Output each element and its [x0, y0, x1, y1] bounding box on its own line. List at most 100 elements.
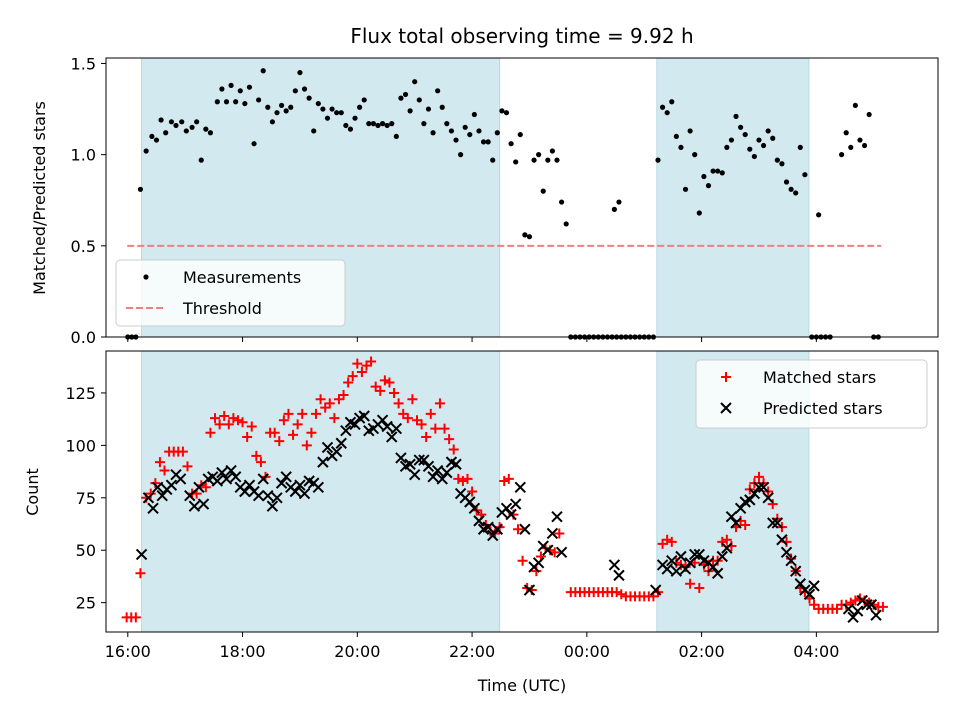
measurement-point: [549, 148, 556, 154]
measurement-point: [540, 188, 546, 194]
measurement-point: [448, 128, 455, 134]
measurement-point: [701, 173, 707, 180]
matched-star-point: [666, 536, 677, 547]
predicted-star-point: [211, 475, 224, 487]
y-tick-label: 75: [76, 489, 96, 508]
measurement-point: [274, 110, 280, 116]
measurement-point: [866, 111, 872, 118]
predicted-star-point: [156, 489, 168, 502]
legend: Measurements Threshold: [115, 259, 346, 327]
measurement-point: [384, 122, 390, 129]
legend-label: Matched stars: [763, 368, 876, 387]
measurement-point: [352, 115, 358, 121]
legend-label: Predicted stars: [763, 399, 883, 418]
x-tick-label: 04:00: [793, 642, 839, 661]
predicted-star-point: [808, 580, 820, 592]
measurement-point: [779, 161, 785, 167]
predicted-star-point: [762, 492, 774, 504]
predicted-star-point: [266, 500, 279, 512]
predicted-star-point: [252, 489, 265, 502]
measurement-point: [554, 157, 560, 163]
measurement-point: [513, 159, 519, 165]
measurement-point: [219, 86, 225, 92]
predicted-star-point: [608, 559, 621, 571]
predicted-star-point: [174, 473, 187, 485]
observing-window-span: [656, 57, 810, 338]
matched-star-point: [393, 398, 404, 409]
predicted-star-point: [188, 500, 201, 512]
predicted-star-point: [661, 563, 673, 575]
matched-star-point: [130, 612, 141, 623]
predicted-star-point: [216, 466, 228, 479]
matched-star-point: [297, 408, 308, 419]
predicted-star-point: [734, 502, 747, 514]
measurement-point: [288, 104, 294, 110]
measurement-point: [816, 212, 822, 218]
measurement-point: [715, 168, 721, 174]
predicted-star-point: [803, 588, 816, 600]
measurement-point: [237, 88, 243, 94]
x-tick-label: 22:00: [449, 642, 495, 661]
measurement-point: [311, 128, 317, 134]
measurement-point: [389, 121, 395, 127]
predicted-star-point: [321, 441, 334, 454]
matched-star-point: [246, 421, 257, 432]
measurement-point: [189, 124, 195, 130]
matched-star-point: [453, 473, 464, 484]
matched-star-point: [135, 568, 146, 579]
matched-star-point: [366, 356, 377, 367]
predicted-star-point: [847, 611, 859, 624]
predicted-star-point: [546, 527, 559, 540]
predicted-star-point: [358, 410, 370, 422]
measurement-point: [471, 111, 477, 118]
measurement-point: [343, 122, 349, 129]
measurement-point: [338, 110, 344, 116]
matched-star-point: [721, 534, 732, 545]
matched-star-point: [685, 578, 696, 589]
matched-star-point: [503, 473, 514, 484]
measurement-point: [673, 133, 679, 140]
predicted-star-point: [431, 464, 444, 477]
predicted-star-point: [135, 548, 148, 561]
matched-star-point: [182, 461, 193, 472]
measurement-point: [407, 108, 413, 114]
predicted-star-point: [422, 460, 435, 473]
measurement-point: [223, 99, 230, 105]
matched-star-point: [255, 457, 266, 468]
predicted-star-point: [225, 464, 237, 477]
matched-star-point: [324, 398, 335, 409]
predicted-star-point: [851, 605, 864, 617]
predicted-star-point: [289, 485, 302, 498]
predicted-star-point: [197, 498, 210, 510]
measurement-point: [379, 121, 386, 127]
matched-star-point: [352, 358, 363, 369]
predicted-star-point: [330, 445, 343, 458]
predicted-star-point: [721, 542, 733, 554]
predicted-star-point: [165, 479, 178, 491]
predicted-star-point: [450, 458, 462, 470]
predicted-star-point: [257, 473, 269, 485]
measurement-point: [158, 117, 164, 123]
predicted-star-point: [523, 584, 536, 596]
predicted-star-point: [730, 517, 742, 529]
measurement-point: [347, 126, 354, 132]
matched-star-point: [375, 385, 386, 396]
matched-star-point: [154, 457, 165, 468]
measurement-point: [724, 144, 730, 150]
measurement-point: [269, 119, 275, 125]
measurement-point: [393, 133, 399, 140]
matched-star-point: [338, 390, 349, 401]
predicted-star-point: [404, 458, 416, 470]
measurement-point: [480, 139, 487, 145]
matched-star-point: [228, 413, 239, 424]
bottom-panel-y-axis-label: Count: [23, 468, 42, 516]
matched-star-point: [407, 394, 418, 405]
predicted-star-point: [870, 609, 882, 621]
predicted-star-point: [220, 473, 233, 485]
predicted-star-point: [280, 471, 292, 483]
predicted-star-point: [390, 422, 403, 435]
predicted-star-point: [468, 502, 481, 514]
measurement-point: [265, 104, 271, 110]
predicted-star-point: [193, 481, 205, 494]
matched-star-point: [150, 478, 161, 489]
